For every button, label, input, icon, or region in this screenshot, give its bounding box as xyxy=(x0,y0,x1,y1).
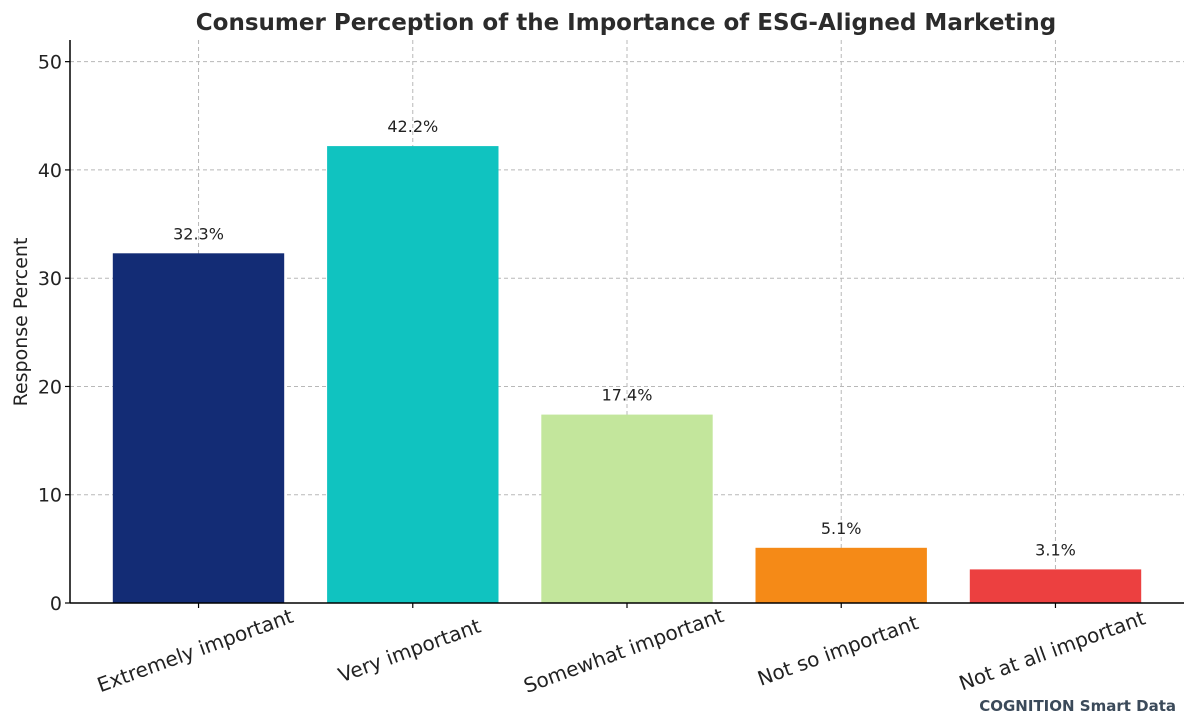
y-tick-label: 0 xyxy=(50,593,62,615)
data-label-2: 42.2% xyxy=(387,117,438,136)
y-tick-label: 30 xyxy=(38,268,62,290)
data-label-5: 3.1% xyxy=(1035,540,1076,559)
bar-3 xyxy=(541,414,713,603)
y-axis: 0 10 20 30 40 50 xyxy=(38,40,71,615)
x-tick-label: Very important xyxy=(335,614,484,688)
credit-label: COGNITION Smart Data xyxy=(979,697,1176,715)
x-tick-label: Extremely important xyxy=(94,604,297,697)
bars xyxy=(112,146,1142,604)
y-tick-label: 20 xyxy=(38,377,62,399)
data-label-3: 17.4% xyxy=(602,386,653,405)
data-label-1: 32.3% xyxy=(173,224,224,243)
x-tick-label: Not so important xyxy=(754,610,921,690)
y-axis-label: Response Percent xyxy=(10,238,32,407)
y-tick-label: 40 xyxy=(38,160,62,182)
bar-2 xyxy=(327,146,499,603)
y-tick-label: 10 xyxy=(38,485,62,507)
x-tick-label: Somewhat important xyxy=(520,603,727,698)
data-label-4: 5.1% xyxy=(821,519,862,538)
bar-1 xyxy=(112,253,285,604)
bar-4 xyxy=(755,547,927,603)
chart-title: Consumer Perception of the Importance of… xyxy=(196,10,1056,36)
data-labels: 32.3% 42.2% 17.4% 5.1% 3.1% xyxy=(173,117,1076,559)
x-tick-label: Not at all important xyxy=(956,606,1149,696)
x-axis: Extremely important Very important Somewha… xyxy=(70,602,1184,698)
bar-5 xyxy=(969,569,1142,603)
y-tick-label: 50 xyxy=(38,52,62,74)
